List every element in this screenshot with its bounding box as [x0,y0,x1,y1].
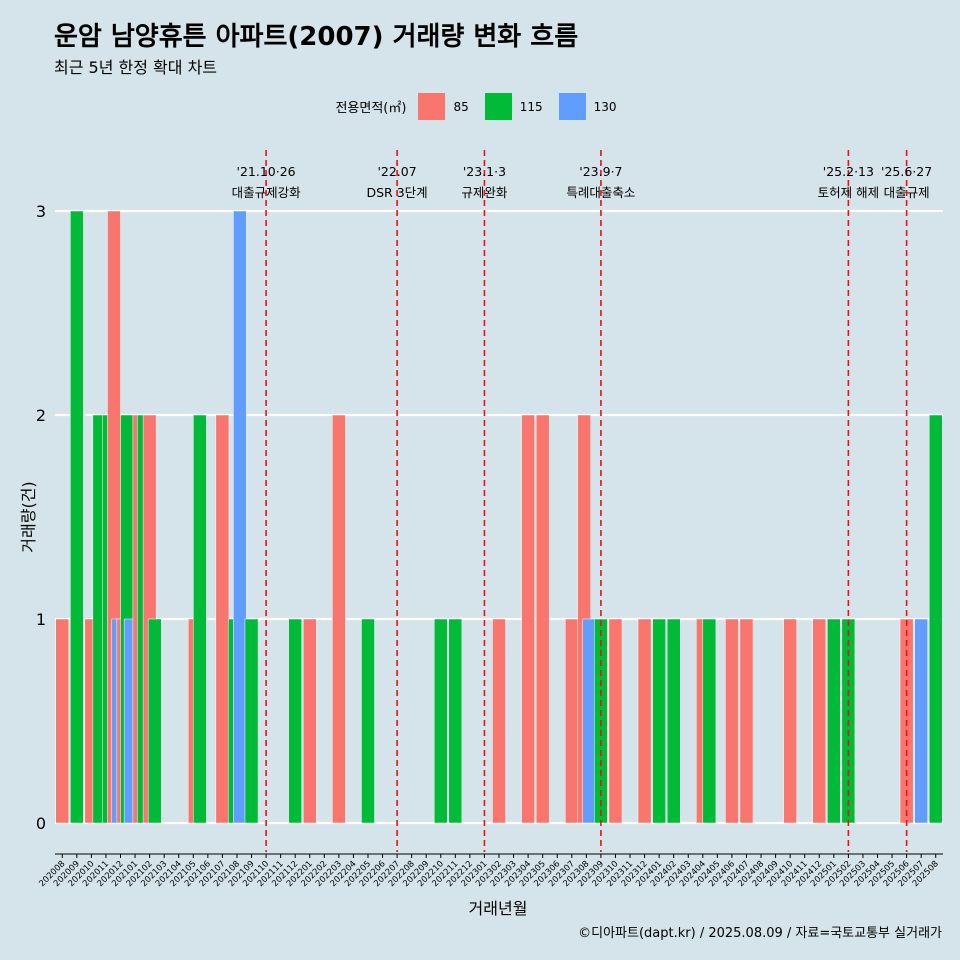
bar-85 [812,618,827,824]
bar-85 [725,618,739,824]
legend-label-130: 130 [593,99,617,114]
bar-115 [652,618,666,824]
bar-115 [827,618,841,824]
legend-title: 전용면적(㎡) [335,101,407,116]
bar-85 [739,618,754,824]
legend-key-85 [418,93,446,120]
legend: 전용면적(㎡) 85 115 130 [0,93,960,120]
bar-130 [914,618,928,824]
event-date-label: '21.10·26 [237,164,296,179]
bar-85 [215,414,230,824]
bar-115 [70,210,84,824]
legend-label-85: 85 [453,99,469,114]
event-desc-label: 토허제 해제 [818,185,879,200]
y-tick-label: 0 [36,814,46,833]
y-tick-label: 2 [36,406,46,425]
legend-key-115 [484,93,512,120]
bar-85 [783,618,797,824]
bar-115 [702,618,717,824]
bar-85 [535,414,550,824]
bar-85 [332,414,346,824]
bar-115 [928,414,943,824]
bar-115 [433,618,448,824]
bar-130 [233,210,247,824]
bar-115 [448,618,463,824]
legend-label-115: 115 [519,99,543,114]
bar-85 [492,618,506,824]
y-axis-title: 거래량(건) [19,481,38,552]
y-axis: 0 1 2 3 [36,202,46,833]
event-lines: '21.10·26 대출규제강화 '22.07 DSR 3단계 '23.1·3 규제완화 '… [232,150,932,852]
legend-key-130 [558,93,586,120]
bar-115 [147,618,162,824]
event-desc-label: 특례대출축소 [566,185,635,200]
bar-130 [582,618,597,824]
bar-115 [288,618,302,824]
bar-115 [666,618,681,824]
chart-title: 운암 남양휴튼 아파트(2007) 거래량 변화 흐름 [54,22,579,52]
event-date-label: '22.07 [377,164,416,179]
event-desc-label: 규제완화 [461,185,508,200]
event-date-label: '23.9·7 [579,164,622,179]
y-tick-label: 3 [36,202,46,221]
y-tick-label: 1 [36,610,46,629]
bar-85 [637,618,652,824]
source-caption: ©디아파트(dapt.kr) / 2025.08.09 / 자료=국토교통부 실… [578,926,942,941]
bar-85 [521,414,535,824]
event-date-label: '25.2·13 [823,164,874,179]
bar-85 [564,618,579,824]
bar-85 [55,618,70,824]
event-desc-label: DSR 3단계 [367,185,428,200]
event-desc-label: 대출규제 [884,185,930,200]
event-date-label: '25.6·27 [881,164,932,179]
x-axis: 2020082020092020102020112020122021012021… [37,853,943,889]
x-axis-title: 거래년월 [469,899,528,918]
bar-85 [302,618,317,824]
event-date-label: '23.1·3 [463,164,506,179]
chart-subtitle: 최근 5년 한정 확대 차트 [54,58,218,77]
bars [55,210,943,824]
event-desc-label: 대출규제강화 [232,185,302,200]
bar-115 [244,618,259,824]
bar-115 [361,618,375,824]
bar-85 [608,618,623,824]
bar-115 [193,414,207,824]
